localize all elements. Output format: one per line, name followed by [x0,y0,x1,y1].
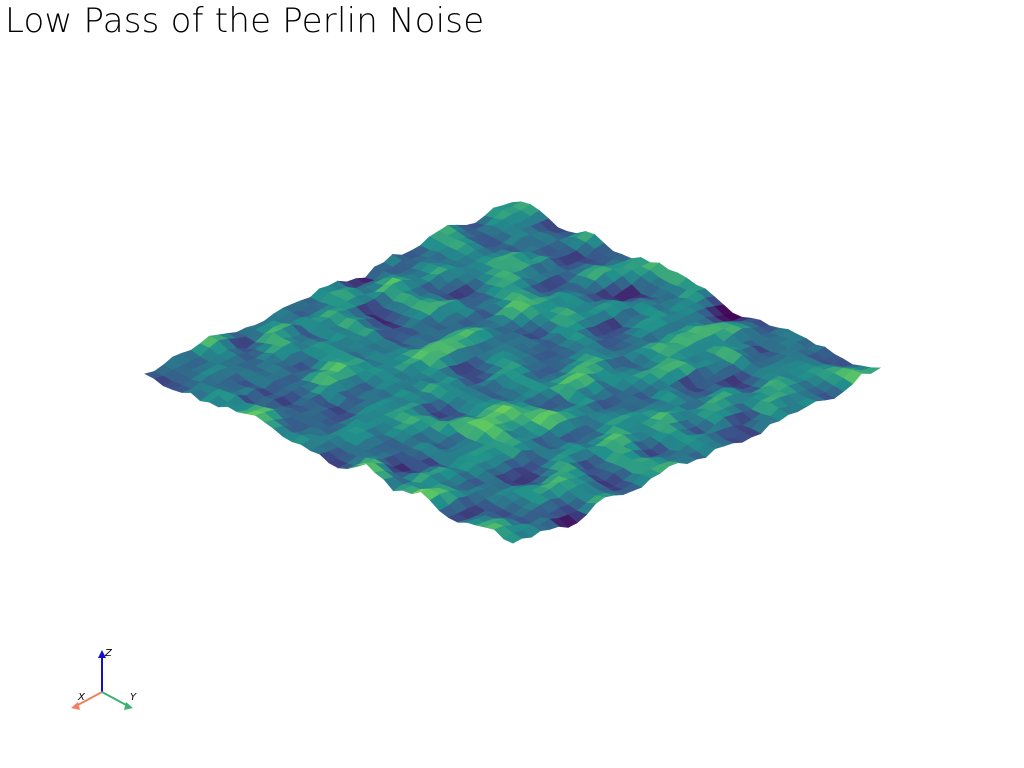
plot-title: Low Pass of the Perlin Noise [5,1,485,41]
x-axis-label: X [77,692,86,703]
noise-surface [144,201,882,544]
x-axis-arrow [71,702,80,710]
z-axis-label: Z [104,648,113,659]
orientation-axes: Z X Y [71,648,137,710]
y-axis-arrow [124,702,133,710]
y-axis-label: Y [130,692,137,703]
surface-cell [503,532,523,544]
z-axis-arrow [98,650,106,658]
x-axis-line [75,691,103,707]
orientation-axes-widget: Z X Y [60,640,150,720]
y-axis-line [101,691,129,707]
